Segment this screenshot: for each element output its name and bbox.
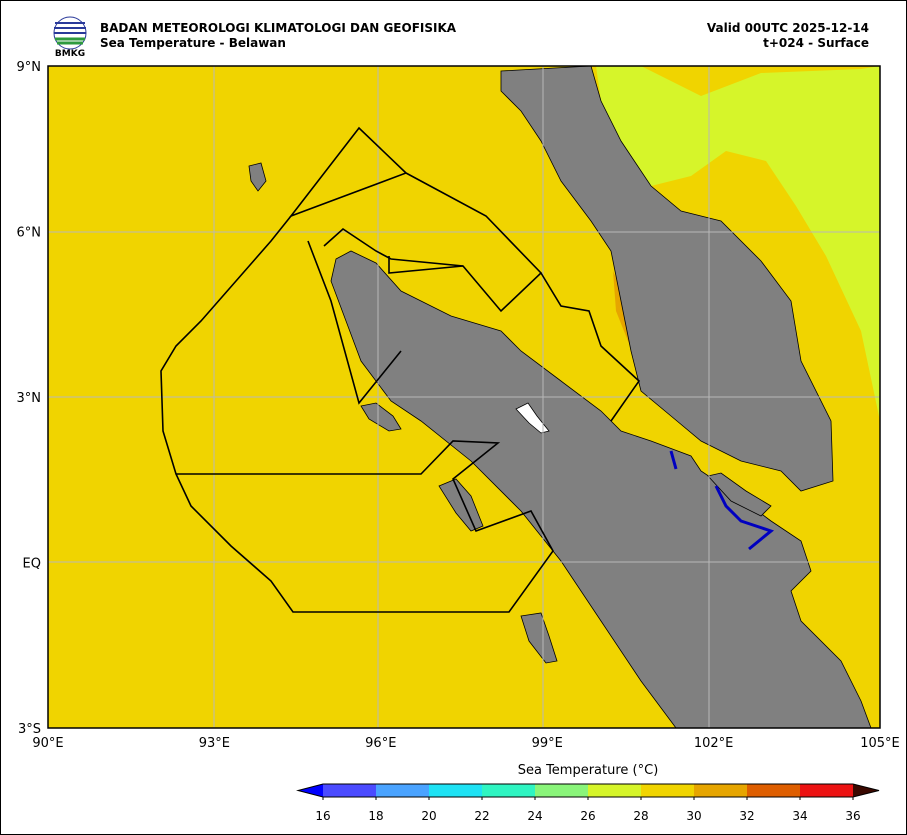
lake-toba xyxy=(515,402,550,434)
colorbar-bin xyxy=(376,784,429,797)
lat-label: 6°N xyxy=(17,226,42,241)
logo: BMKG xyxy=(53,16,87,59)
malay-peninsula xyxy=(500,66,834,492)
colorbar-bin xyxy=(429,784,482,797)
colorbar-tick-label: 36 xyxy=(845,809,860,823)
colorbar-tick-label: 22 xyxy=(474,809,489,823)
forecast-zones xyxy=(160,126,641,613)
colorbar-bin xyxy=(800,784,853,797)
colorbar-tick-label: 18 xyxy=(368,809,383,823)
lon-label: 90°E xyxy=(32,736,63,751)
colorbar-bin xyxy=(747,784,800,797)
valid-time: Valid 00UTC 2025-12-14 xyxy=(707,21,869,35)
colorbar-tick-label: 16 xyxy=(315,809,330,823)
sea-26-28 xyxy=(596,66,880,421)
map xyxy=(48,66,880,728)
simeulue xyxy=(360,402,402,432)
colorbar-tick-label: 28 xyxy=(633,809,648,823)
colorbar-bin xyxy=(588,784,641,797)
colorbar-tick-label: 34 xyxy=(792,809,807,823)
land xyxy=(248,66,872,728)
colorbar-bin xyxy=(641,784,694,797)
lon-labels: 90°E 93°E 96°E 99°E 102°E 105°E xyxy=(32,736,899,751)
colorbar-title: Sea Temperature (°C) xyxy=(518,763,659,778)
product-title: Sea Temperature - Belawan xyxy=(100,36,286,50)
colorbar-bin xyxy=(694,784,747,797)
island xyxy=(248,162,267,192)
lon-label: 105°E xyxy=(860,736,900,751)
lat-labels: 9°N 6°N 3°N EQ 3°S xyxy=(17,60,42,737)
colorbar-tick-label: 24 xyxy=(527,809,542,823)
graticule xyxy=(48,66,880,728)
lon-label: 96°E xyxy=(365,736,396,751)
colorbar-tick-label: 30 xyxy=(686,809,701,823)
colorbar-under xyxy=(298,784,323,797)
forecast-step: t+024 - Surface xyxy=(763,36,869,50)
colorbar-bin xyxy=(535,784,588,797)
colorbar: 16 18 20 22 24 26 28 30 32 34 36 xyxy=(296,783,880,823)
lat-label: EQ xyxy=(23,557,41,572)
cold-water xyxy=(669,450,775,551)
lat-label: 9°N xyxy=(17,60,42,75)
siberut xyxy=(520,612,558,664)
sumatra xyxy=(330,250,872,728)
lat-label: 3°S xyxy=(18,722,41,737)
lon-label: 102°E xyxy=(694,736,734,751)
colorbar-tick-label: 32 xyxy=(739,809,754,823)
colorbar-tick-label: 20 xyxy=(421,809,436,823)
lon-label: 93°E xyxy=(199,736,230,751)
nias xyxy=(438,478,484,532)
island xyxy=(707,472,772,517)
lat-label: 3°N xyxy=(17,391,42,406)
map-frame xyxy=(47,65,881,729)
colorbar-tick-label: 26 xyxy=(580,809,595,823)
lon-label: 99°E xyxy=(532,736,563,751)
colorbar-bin xyxy=(482,784,535,797)
org-title: BADAN METEOROLOGI KLIMATOLOGI DAN GEOFIS… xyxy=(100,21,457,35)
colorbar-bin xyxy=(323,784,376,797)
colorbar-over xyxy=(853,784,879,797)
logo-text: BMKG xyxy=(55,49,85,59)
